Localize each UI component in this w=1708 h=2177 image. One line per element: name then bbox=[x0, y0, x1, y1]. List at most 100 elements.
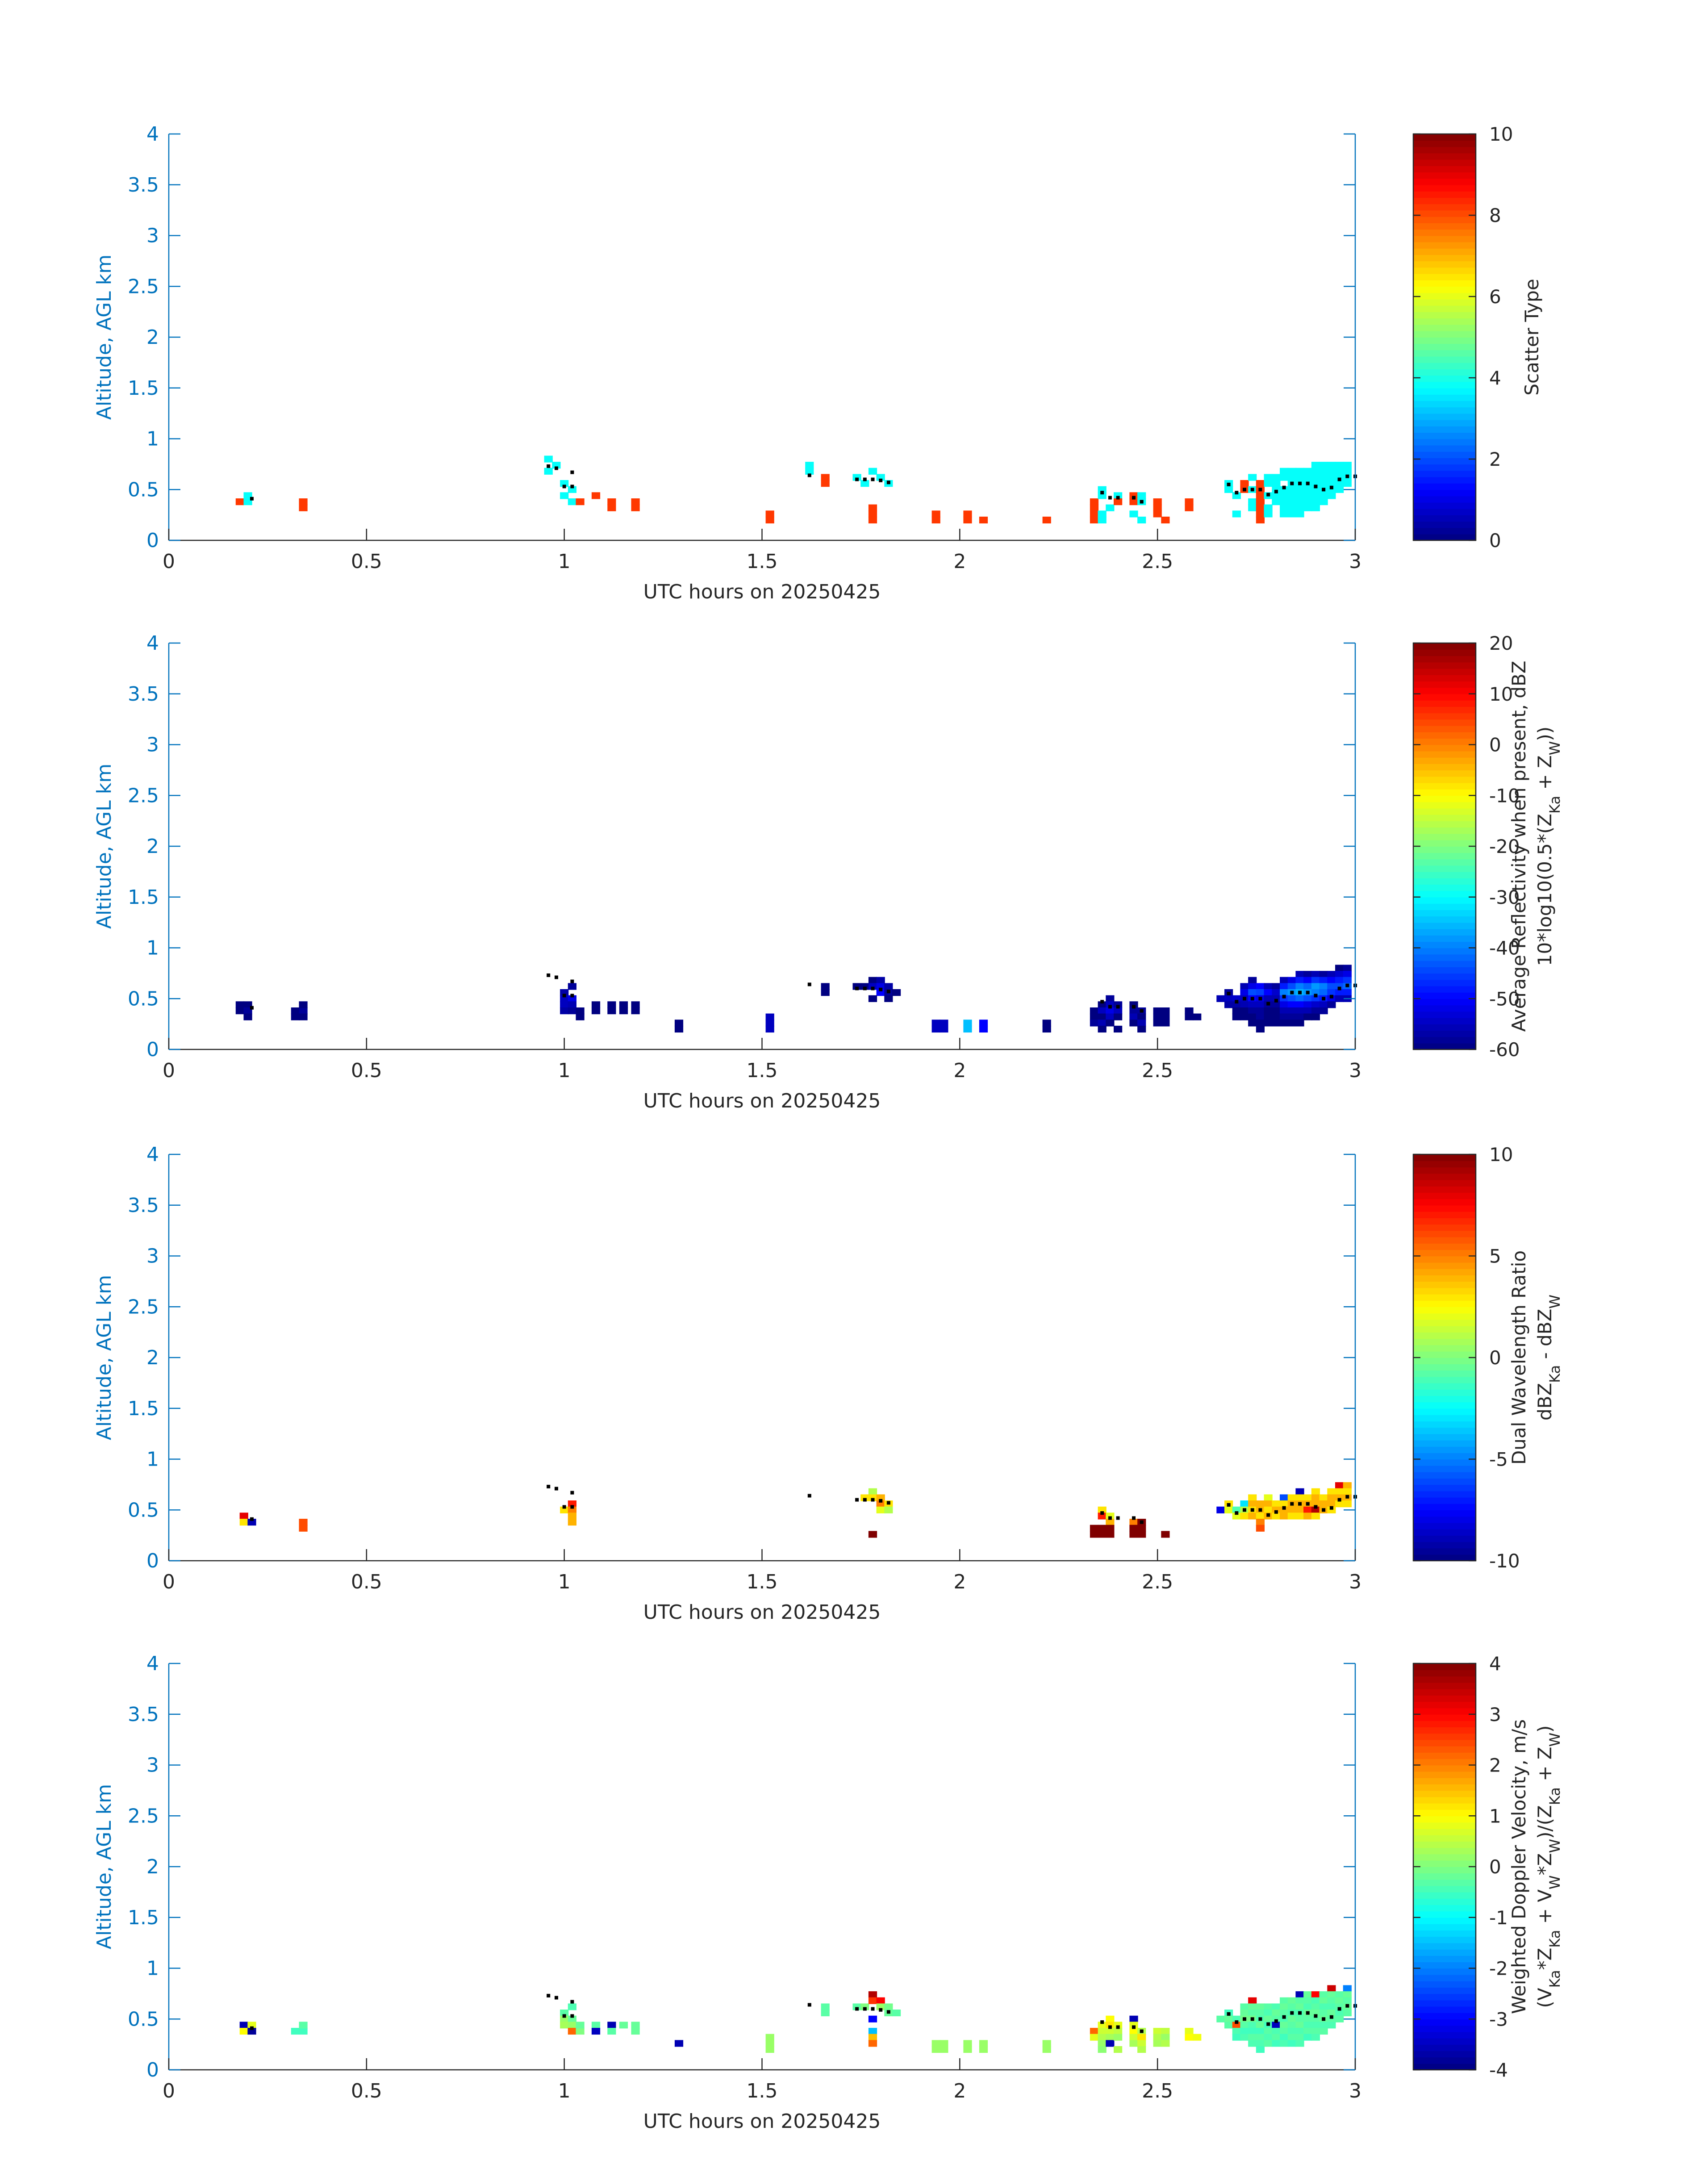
colorbar-frame bbox=[1412, 133, 1477, 541]
marker-point bbox=[1258, 488, 1262, 492]
y-tick-label: 2.5 bbox=[128, 1295, 159, 1318]
colorbar-band bbox=[1413, 1676, 1476, 1683]
colorbar-band bbox=[1413, 802, 1476, 809]
colorbar-band bbox=[1413, 534, 1476, 541]
heatmap-cell bbox=[1240, 2028, 1249, 2035]
heatmap-cell bbox=[1280, 1494, 1289, 1501]
heatmap-cell bbox=[1161, 1020, 1170, 1027]
x-tick-label: 2.5 bbox=[1142, 1059, 1173, 1082]
y-tick-label: 2 bbox=[146, 326, 159, 349]
heatmap-cell bbox=[1303, 995, 1312, 1002]
colorbar-band bbox=[1413, 928, 1476, 936]
marker-point bbox=[1306, 2011, 1310, 2015]
heatmap-cell bbox=[821, 983, 830, 990]
heatmap-cell bbox=[1098, 2046, 1107, 2053]
colorbar-band bbox=[1413, 191, 1476, 198]
colorbar-band bbox=[1413, 1030, 1476, 1037]
marker-point bbox=[1116, 496, 1120, 500]
colorbar-band bbox=[1413, 992, 1476, 999]
heatmap-cell bbox=[1311, 1513, 1320, 1520]
heatmap-cell bbox=[1287, 510, 1296, 518]
heatmap-cell bbox=[1153, 2028, 1162, 2035]
colorbar-band bbox=[1413, 489, 1476, 497]
colorbar-band bbox=[1413, 223, 1476, 230]
heatmap-cell bbox=[1295, 1494, 1304, 1501]
heatmap-cells bbox=[235, 965, 1352, 1033]
marker-series bbox=[250, 1993, 1357, 2033]
heatmap-cell bbox=[1256, 1013, 1265, 1020]
colorbar-band bbox=[1413, 337, 1476, 344]
heatmap-cell bbox=[1287, 1007, 1296, 1015]
colorbar-band bbox=[1413, 1192, 1476, 1199]
heatmap-cell bbox=[1280, 2003, 1289, 2010]
heatmap-cell bbox=[1295, 2003, 1304, 2010]
colorbar-band bbox=[1413, 134, 1476, 141]
heatmap-cell bbox=[940, 2046, 948, 2053]
colorbar-band bbox=[1413, 1923, 1476, 1930]
marker-point bbox=[570, 485, 574, 489]
heatmap-cell bbox=[1090, 1531, 1099, 1538]
marker-point bbox=[1337, 1498, 1341, 1502]
colorbar-band bbox=[1413, 1905, 1476, 1912]
colorbar-tick-label: 6 bbox=[1489, 286, 1501, 308]
colorbar-band bbox=[1413, 248, 1476, 255]
colorbar-band bbox=[1413, 1358, 1476, 1365]
colorbar-band bbox=[1413, 172, 1476, 179]
colorbar-band bbox=[1413, 1943, 1476, 1950]
marker-point bbox=[1132, 1516, 1136, 1520]
heatmap-cell bbox=[1280, 486, 1289, 493]
colorbar-band bbox=[1413, 814, 1476, 821]
marker-point bbox=[570, 1491, 574, 1495]
heatmap-cell bbox=[591, 1007, 601, 1015]
heatmap-cell bbox=[876, 989, 885, 996]
heatmap-cell bbox=[1327, 2022, 1336, 2029]
heatmap-cell bbox=[1327, 989, 1336, 996]
colorbar-band bbox=[1413, 1828, 1476, 1835]
heatmap-cell bbox=[1327, 474, 1336, 481]
marker-point bbox=[555, 1996, 558, 2000]
marker-point bbox=[570, 994, 574, 998]
heatmap-cell bbox=[560, 480, 569, 487]
heatmap-cell bbox=[1335, 977, 1344, 984]
colorbar-band bbox=[1413, 1993, 1476, 2001]
heatmap-cell bbox=[1240, 1001, 1249, 1008]
heatmap-cell bbox=[1114, 498, 1123, 506]
heatmap-cell bbox=[1280, 2022, 1289, 2029]
heatmap-cell bbox=[1098, 1525, 1107, 1532]
x-axis-label: UTC hours on 20250425 bbox=[643, 1090, 881, 1112]
heatmap-cell bbox=[1240, 2034, 1249, 2041]
marker-point bbox=[1266, 2022, 1270, 2026]
heatmap-cell bbox=[805, 468, 814, 475]
heatmap-cell bbox=[1256, 516, 1265, 524]
heatmap-cell bbox=[1319, 498, 1328, 506]
heatmap-cell bbox=[1287, 977, 1296, 984]
heatmap-cell bbox=[1335, 2003, 1344, 2010]
colorbar-band bbox=[1413, 1670, 1476, 1677]
heatmap-cell bbox=[1098, 1506, 1107, 1513]
marker-point bbox=[879, 478, 883, 482]
colorbar-band bbox=[1413, 458, 1476, 465]
marker-point bbox=[1337, 477, 1341, 481]
heatmap-cell bbox=[560, 2015, 569, 2022]
colorbar-band bbox=[1413, 1036, 1476, 1044]
heatmap-cell bbox=[1256, 2028, 1265, 2035]
heatmap-cell bbox=[963, 510, 972, 518]
colorbar: -60 -50 -40 -30 -20 -10 0 10 20 Average Reflectiv… bbox=[1412, 632, 1563, 1061]
heatmap-cell bbox=[1295, 1997, 1304, 2004]
marker-point bbox=[547, 973, 551, 977]
marker-point bbox=[1258, 1508, 1262, 1512]
heatmap-cell bbox=[1090, 2034, 1099, 2041]
colorbar-band bbox=[1413, 808, 1476, 815]
y-tick-label: 2 bbox=[146, 835, 159, 858]
heatmap-cell bbox=[1311, 492, 1320, 499]
heatmap-cell bbox=[299, 504, 308, 511]
y-tick-label: 3 bbox=[146, 1754, 159, 1777]
marker-point bbox=[1329, 485, 1333, 489]
heatmap-cell bbox=[1098, 486, 1107, 493]
heatmap-cell bbox=[1327, 468, 1336, 475]
marker-series bbox=[250, 973, 1357, 1013]
marker-point bbox=[1329, 2015, 1333, 2019]
heatmap-cell bbox=[852, 474, 861, 481]
marker-point bbox=[871, 1498, 875, 1502]
colorbar-band bbox=[1413, 1727, 1476, 1734]
